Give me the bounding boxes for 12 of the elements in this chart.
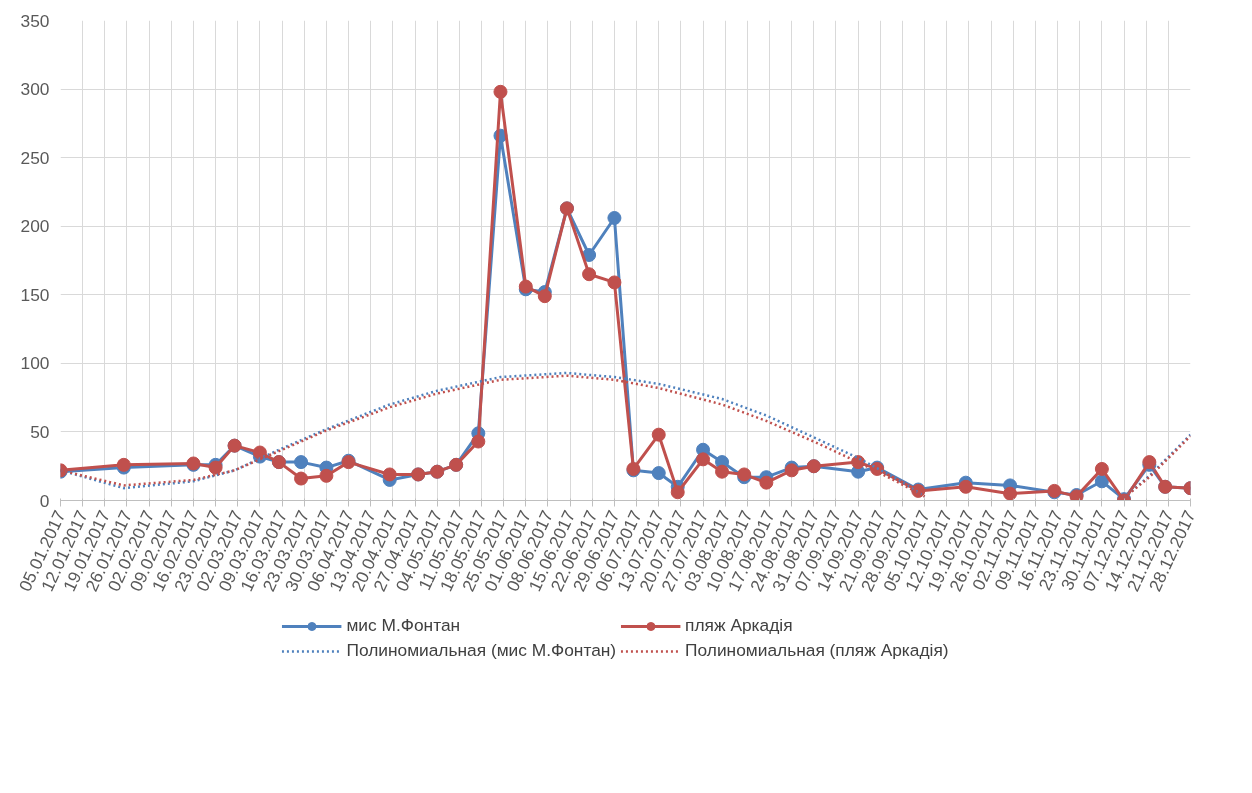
y-tick-label: 200	[20, 216, 50, 237]
legend-label: Полиномиальная (мис М.Фонтан)	[346, 640, 617, 661]
y-tick-label: 150	[20, 284, 50, 305]
y-tick-label: 0	[39, 490, 50, 511]
legend-label: пляж Аркадія	[685, 615, 793, 636]
legend-label: мис М.Фонтан	[346, 615, 461, 636]
y-tick-label: 300	[20, 79, 50, 100]
y-tick-label: 250	[20, 147, 50, 168]
y-tick-label: 100	[20, 353, 50, 374]
legend-label: Полиномиальная (пляж Аркадія)	[685, 640, 949, 661]
y-tick-label: 50	[30, 421, 50, 442]
y-tick-label: 350	[20, 10, 50, 31]
